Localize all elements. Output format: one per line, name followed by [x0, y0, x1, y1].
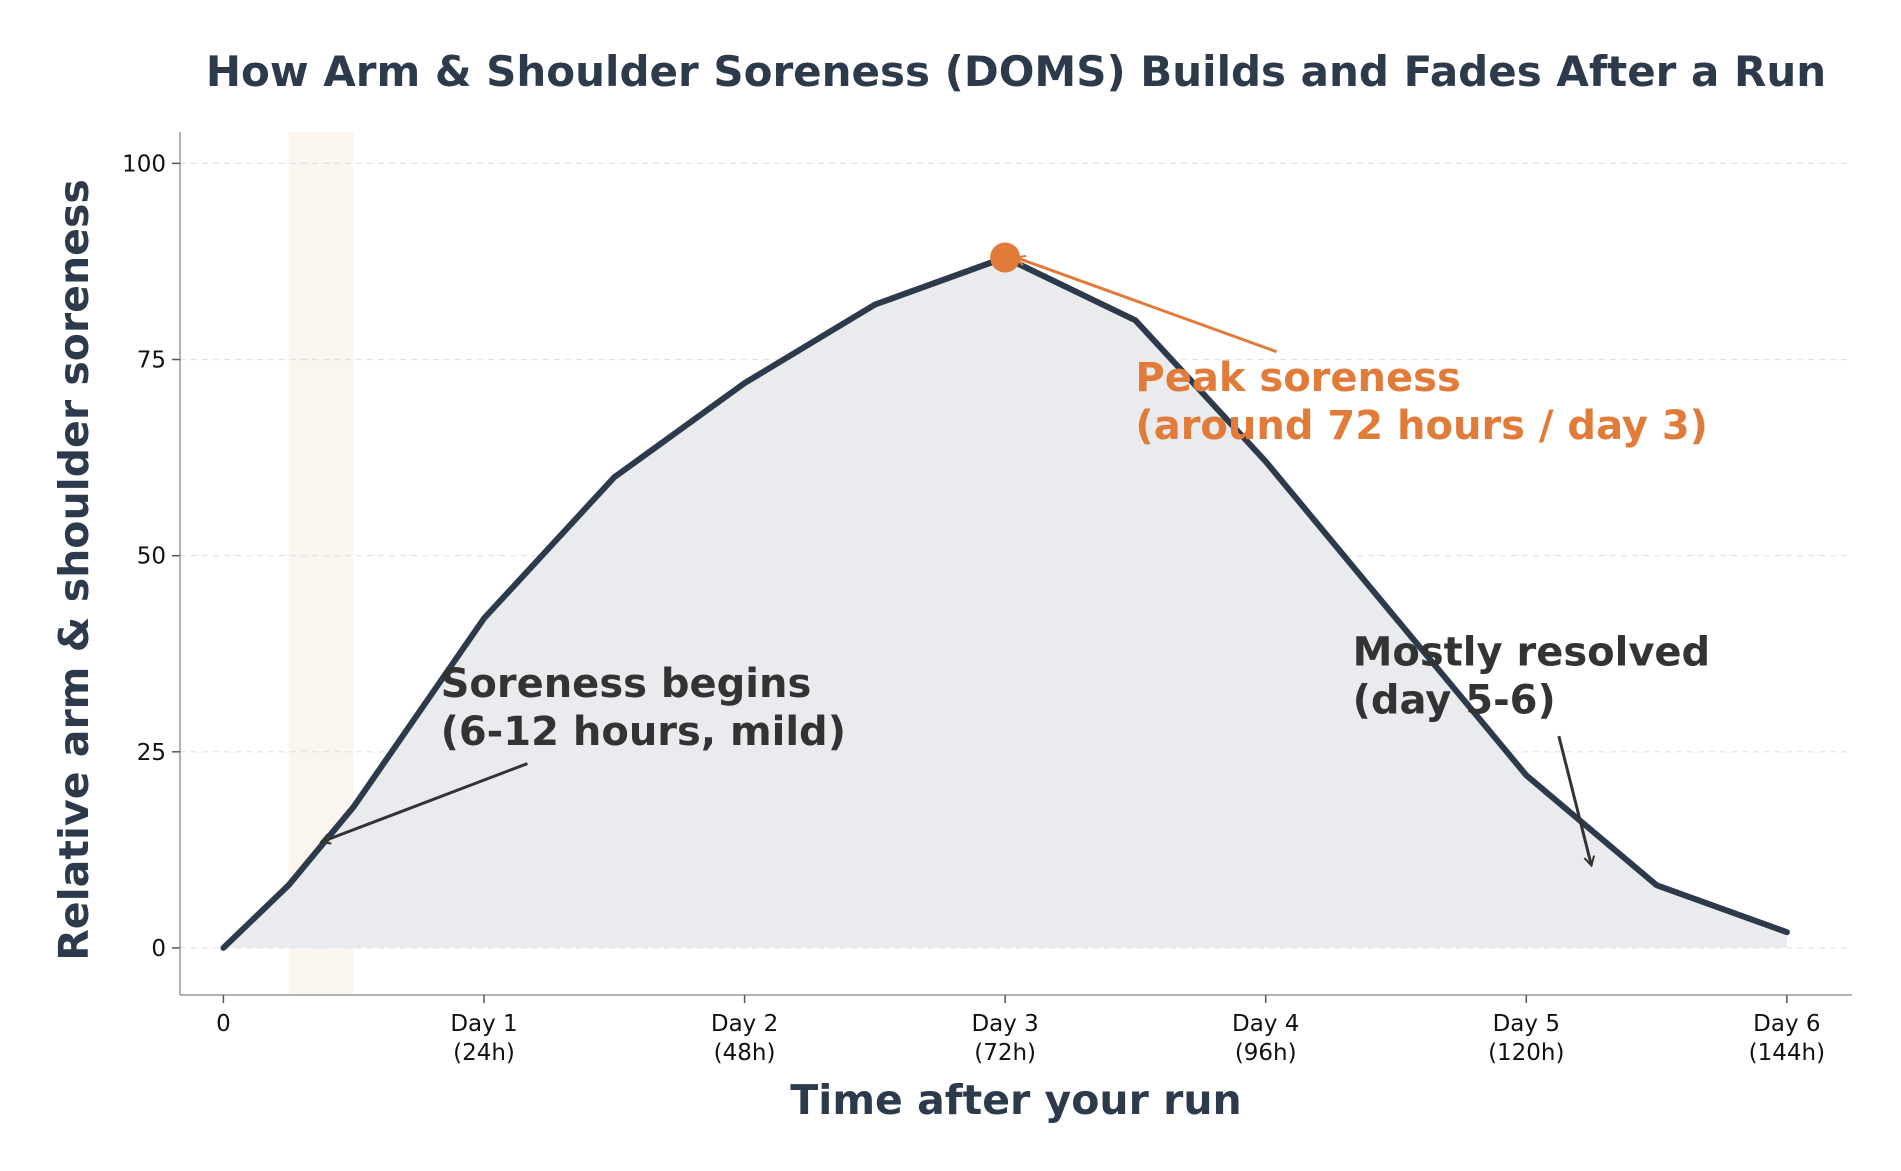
x-tick-sublabel: (72h): [974, 1040, 1036, 1066]
y-tick-label: 0: [151, 936, 166, 962]
annotation-text: Mostly resolved (day 5-6): [1353, 629, 1711, 723]
x-tick-sublabel: (144h): [1749, 1040, 1825, 1066]
x-tick-sublabel: (120h): [1488, 1040, 1564, 1066]
x-tick-label: 0: [216, 1011, 231, 1037]
annotation-line: (day 5-6): [1353, 677, 1556, 723]
y-tick-label: 50: [137, 544, 166, 570]
x-tick-sublabel: (48h): [714, 1040, 776, 1066]
x-tick-sublabel: (24h): [453, 1040, 515, 1066]
series-area-fill: [223, 257, 1787, 948]
x-tick-label: Day 5: [1493, 1011, 1560, 1037]
x-tick-label: Day 2: [711, 1011, 778, 1037]
chart-title: How Arm & Shoulder Soreness (DOMS) Build…: [206, 47, 1826, 96]
series-line: [220, 254, 1790, 951]
x-tick-label: Day 4: [1232, 1011, 1299, 1037]
x-tick-label: Day 6: [1753, 1011, 1820, 1037]
annotation-line: (6-12 hours, mild): [441, 709, 846, 755]
y-axis-title: Relative arm & shoulder soreness: [50, 179, 98, 961]
x-axis-title: Time after your run: [790, 1076, 1241, 1124]
annotation-line: Mostly resolved: [1353, 629, 1711, 675]
annotation-line: Peak soreness: [1135, 355, 1460, 401]
x-tick-label: Day 3: [971, 1011, 1038, 1037]
x-tick-sublabel: (96h): [1235, 1040, 1297, 1066]
plot-area: 0 25 50 75 100 0 Day 1 (24h) Day 2 (48h) Day 3 (72h…: [122, 132, 1852, 1066]
peak-marker: [990, 242, 1021, 273]
annotation-text: Soreness begins (6-12 hours, mild): [441, 661, 846, 755]
annotation-arrow: [1016, 258, 1278, 354]
annotation-arrow: [1557, 735, 1592, 865]
annotation-line: Soreness begins: [441, 661, 812, 707]
y-tick-label: 25: [137, 740, 166, 766]
annotation-arrow: [321, 762, 528, 842]
y-tick-label: 75: [137, 348, 166, 374]
annotation-text: Peak soreness (around 72 hours / day 3): [1135, 355, 1708, 449]
x-tick-label: Day 1: [450, 1011, 517, 1037]
annotation-line: (around 72 hours / day 3): [1135, 403, 1708, 449]
y-tick-label: 100: [122, 151, 166, 177]
